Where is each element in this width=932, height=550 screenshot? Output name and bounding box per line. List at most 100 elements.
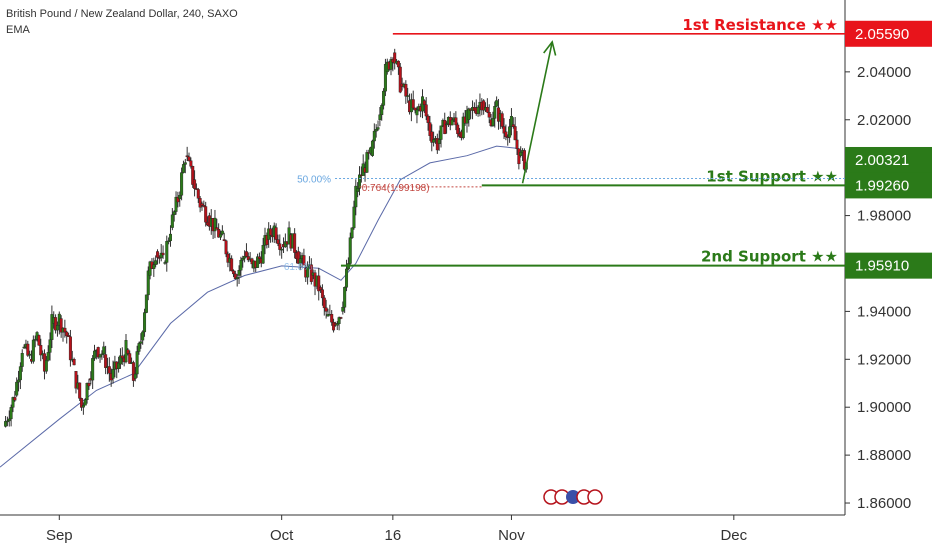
candle-body [356, 188, 360, 192]
candle-body [443, 120, 447, 135]
candle-body [337, 317, 341, 324]
candle-body [406, 95, 410, 97]
candle-body [519, 152, 523, 156]
candle-body [83, 399, 87, 406]
candle-body [68, 336, 72, 361]
candle-body [324, 307, 328, 312]
y-tick-label: 1.90000 [857, 399, 911, 416]
candle-body [13, 397, 17, 401]
candle-body [48, 339, 52, 353]
candle-body [428, 122, 432, 136]
candle-body [9, 407, 13, 420]
candle-body [96, 347, 100, 358]
candle-body [372, 130, 376, 142]
candle-body [117, 362, 121, 370]
candle-body [37, 335, 41, 346]
candle-body [339, 317, 343, 319]
candle-body [485, 106, 489, 113]
candle-body [274, 227, 278, 240]
candle-body [239, 259, 243, 271]
candle-body [357, 174, 361, 189]
candle-body [100, 353, 104, 356]
candle-body [296, 251, 300, 264]
candle-body [352, 206, 356, 229]
candle-body [50, 314, 54, 340]
candle-body [370, 140, 374, 156]
candle-body [454, 117, 458, 126]
candle-body [354, 185, 358, 208]
candle-body [256, 256, 260, 268]
candle-body [396, 60, 400, 68]
candle-body [241, 257, 245, 261]
candle-body [383, 63, 387, 92]
candle-body [204, 206, 208, 223]
x-tick-label: Dec [720, 527, 747, 544]
candle-body [415, 109, 419, 116]
candle-body [93, 350, 97, 359]
candle-body [230, 258, 234, 271]
candle-body [219, 233, 223, 238]
candle-body [167, 240, 171, 243]
candle-body [4, 421, 8, 427]
candle-body [461, 116, 465, 139]
candle-body [522, 150, 526, 170]
candle-body [194, 188, 198, 190]
candle-body [11, 397, 15, 408]
fib-618-label: 61.8% [284, 262, 312, 273]
candle-body [511, 124, 515, 127]
candle-body [509, 116, 513, 127]
candle-body [293, 233, 297, 253]
candle-body [269, 228, 273, 236]
chart-title: British Pound / New Zealand Dollar, 240,… [6, 8, 238, 20]
indicator-label: EMA [6, 24, 30, 36]
candle-body [54, 317, 58, 331]
candle-body [107, 366, 111, 374]
candle-body [217, 229, 221, 238]
candle-body [102, 346, 106, 355]
candle-body [72, 359, 76, 366]
candle-body [55, 325, 59, 331]
support-price-tag-bg [845, 252, 932, 279]
candle-body [504, 131, 508, 138]
candle-body [187, 156, 191, 161]
candle-body [517, 148, 521, 165]
candle-body [445, 123, 449, 126]
candle-body [74, 371, 78, 389]
candle-body [176, 196, 180, 203]
candle-body [185, 155, 189, 158]
candle-body [17, 379, 21, 383]
candle-body [341, 306, 345, 312]
candle-body [193, 179, 197, 189]
candle-body [306, 266, 310, 278]
candle-body [224, 240, 228, 255]
candle-body [87, 383, 91, 387]
candle-body [31, 339, 35, 362]
y-tick-label: 1.94000 [857, 303, 911, 320]
candle-body [143, 312, 147, 333]
candle-body [424, 104, 428, 117]
x-tick-label: Oct [270, 527, 294, 544]
candle-body [345, 268, 349, 288]
candle-body [139, 341, 143, 344]
candle-body [141, 331, 145, 341]
candle-body [154, 260, 158, 265]
candle-body [233, 273, 237, 279]
candle-body [231, 270, 235, 275]
candle-body [33, 339, 37, 341]
candle-body [146, 270, 150, 296]
candle-body [265, 235, 269, 245]
candle-body [322, 297, 326, 309]
candle-body [213, 217, 217, 232]
candle-body [482, 100, 486, 111]
candle-body [319, 287, 323, 290]
candle-body [350, 227, 354, 238]
candle-body [456, 124, 460, 135]
candle-body [222, 239, 226, 242]
support-price-tag-bg [845, 172, 932, 199]
y-tick-label: 2.04000 [857, 64, 911, 81]
candle-body [156, 251, 160, 258]
candle-body [63, 327, 67, 333]
candle-body [426, 115, 430, 123]
resistance-level-label: 1st Resistance ★★ [682, 16, 838, 34]
